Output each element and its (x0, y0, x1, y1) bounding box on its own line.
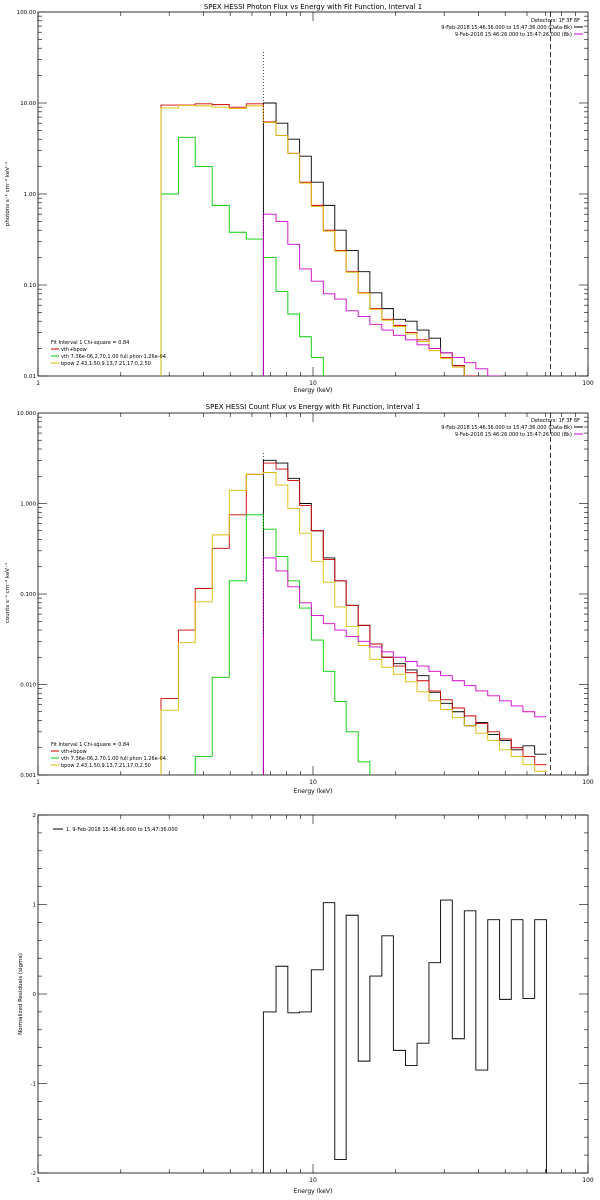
photon-xlabel: Energy (keV) (294, 387, 333, 394)
series-group (160, 459, 547, 775)
count-legend-bpow: bpow 2.43,1.50,9.13,7.21,17.0,2.50 (61, 763, 151, 769)
y-tick-label: 0.100 (20, 592, 36, 598)
plot-frame (37, 11, 589, 377)
residuals-ylabel: Normalized Residuals (sigma) (18, 953, 24, 1035)
count-legend-fit: vth+bpow (61, 749, 87, 755)
series-fit (160, 103, 477, 376)
x-tick-label: 100 (582, 1177, 594, 1184)
x-tick-label: 10 (309, 380, 317, 387)
y-tick-label: 1.000 (20, 502, 36, 508)
y-tick-label: 10.00 (20, 101, 36, 107)
y-tick-label: 0.10 (24, 283, 37, 289)
count-legend-vth: vth 7.36e-06,2.70,1.00 full phon 1.26e-0… (61, 756, 166, 762)
count-header-bk: 9-Feb-2018 15:46:26.000 to 15:47:26.000 … (455, 432, 572, 438)
series-bk (262, 557, 547, 775)
y-tick-label: 1.00 (24, 192, 37, 198)
x-tick-label: 1 (36, 1177, 40, 1184)
series-data (262, 899, 547, 1173)
series-vth (160, 136, 324, 376)
series-group (160, 102, 501, 376)
count-xlabel: Energy (keV) (294, 788, 333, 795)
y-tick-label: -2 (31, 1171, 36, 1177)
count-legend-title: Fit Interval 1 Chi-square = 0.84 (51, 742, 129, 748)
photon-legend-fit: vth+bpow (61, 347, 87, 353)
y-tick-label: 0 (33, 992, 37, 998)
series-fit (160, 462, 547, 775)
x-tick-label: 10 (309, 779, 317, 786)
y-tick-label: 1 (33, 903, 37, 909)
count-header-detectors: Detectors: 1F 3F 8F (531, 418, 580, 424)
photon-legend-bpow: bpow 2.43,1.50,9.13,7.21,17.0,2.50 (61, 361, 151, 367)
photon-header-data-bk: 9-Feb-2018 15:46:36.000 to 15:47:36.000 … (441, 25, 572, 31)
plot-1: 1 10 100 0.01 0.10 1.00 10.00 100.00 (17, 10, 594, 387)
series-data (262, 102, 477, 376)
series-vth (194, 514, 371, 775)
series-bpow (160, 472, 547, 775)
x-tick-label: 100 (582, 779, 594, 786)
series-bpow (160, 104, 465, 376)
residuals-panel: 1. 9-Feb-2018 15:46:36.000 to 15:47:36.0… (18, 827, 332, 1195)
y-tick-label: 10.000 (17, 411, 37, 417)
series-group (262, 899, 547, 1173)
series-bk (262, 213, 501, 376)
count-header-data-bk: 9-Feb-2018 15:46:36.000 to 15:47:36.000 … (441, 425, 572, 431)
photon-flux-panel: SPEX HESSI Photon Flux vs Energy with Fi… (4, 3, 580, 394)
photon-legend-vth: vth 7.36e-06,2.70,1.00 full phon 1.26e-0… (61, 354, 166, 360)
y-tick-label: 0.010 (20, 683, 36, 689)
plot-2: 1 10 100 0.001 0.010 0.100 1.000 10.000 (17, 411, 594, 786)
plot-frame (37, 814, 589, 1174)
y-tick-label: 2 (33, 813, 37, 819)
residuals-xlabel: Energy (keV) (294, 1188, 333, 1195)
count-flux-panel: SPEX HESSI Count Flux vs Energy with Fit… (4, 403, 580, 795)
y-tick-label: 100.00 (17, 10, 37, 16)
photon-header-bk: 9-Feb-2018 15:46:26.000 to 15:47:26.000 … (455, 32, 572, 38)
plot-frame (37, 412, 589, 776)
count-ylabel: counts s⁻¹ cm⁻² keV⁻¹ (4, 563, 11, 623)
count-title: SPEX HESSI Count Flux vs Energy with Fit… (206, 403, 421, 411)
series-data (262, 459, 547, 775)
y-tick-label: 0.001 (20, 773, 36, 779)
x-tick-label: 100 (582, 380, 594, 387)
x-tick-label: 1 (36, 380, 40, 387)
residuals-legend-entry: 1. 9-Feb-2018 15:46:36.000 to 15:47:36.0… (66, 827, 178, 833)
photon-ylabel: photons s⁻¹ cm⁻² keV⁻¹ (4, 162, 11, 226)
photon-legend-title: Fit Interval 1 Chi-square = 0.84 (51, 340, 129, 346)
y-tick-label: 0.01 (24, 374, 36, 380)
plot-3: 1 10 100 -2 -1 0 1 2 (31, 813, 594, 1184)
y-tick-label: -1 (31, 1082, 36, 1088)
x-tick-label: 10 (309, 1177, 317, 1184)
x-tick-label: 1 (36, 779, 40, 786)
photon-header-detectors: Detectors: 1F 3F 8F (531, 18, 580, 24)
photon-title: SPEX HESSI Photon Flux vs Energy with Fi… (204, 3, 422, 11)
